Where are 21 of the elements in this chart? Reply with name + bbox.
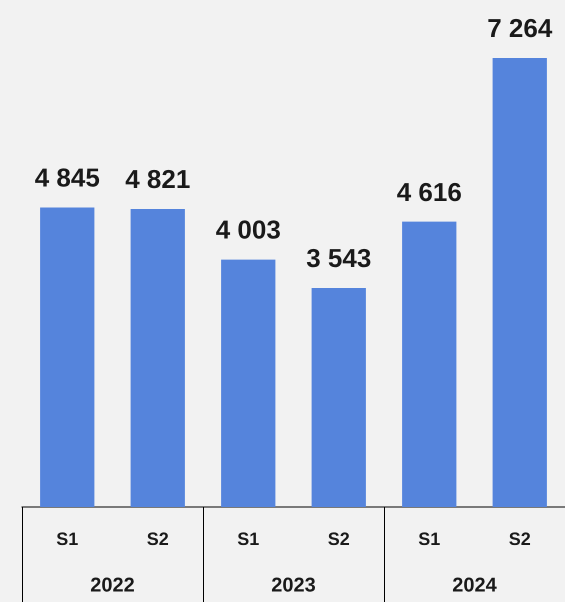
bar (130, 209, 185, 507)
data-label: 7 264 (487, 13, 553, 44)
bar (312, 288, 366, 507)
x-tick-label: S1 (237, 528, 260, 549)
x-tick-label: S1 (56, 528, 78, 549)
bar (492, 58, 547, 507)
text: 2023 (271, 574, 316, 597)
text: 2024 (452, 574, 498, 597)
data-label: 3 543 (306, 243, 372, 274)
x-tick-label: S2 (328, 528, 350, 549)
bar (40, 208, 94, 507)
data-label: 4 845 (34, 162, 100, 193)
bar (221, 260, 276, 507)
x-tick-label: S1 (418, 528, 440, 549)
text: 2022 (90, 574, 135, 597)
data-label: 4 616 (396, 176, 462, 207)
bar (402, 222, 456, 507)
data-label: 4 821 (125, 164, 190, 194)
x-tick-label: S2 (146, 528, 169, 549)
x-tick-label: S2 (508, 528, 531, 549)
data-label: 4 003 (216, 214, 281, 245)
